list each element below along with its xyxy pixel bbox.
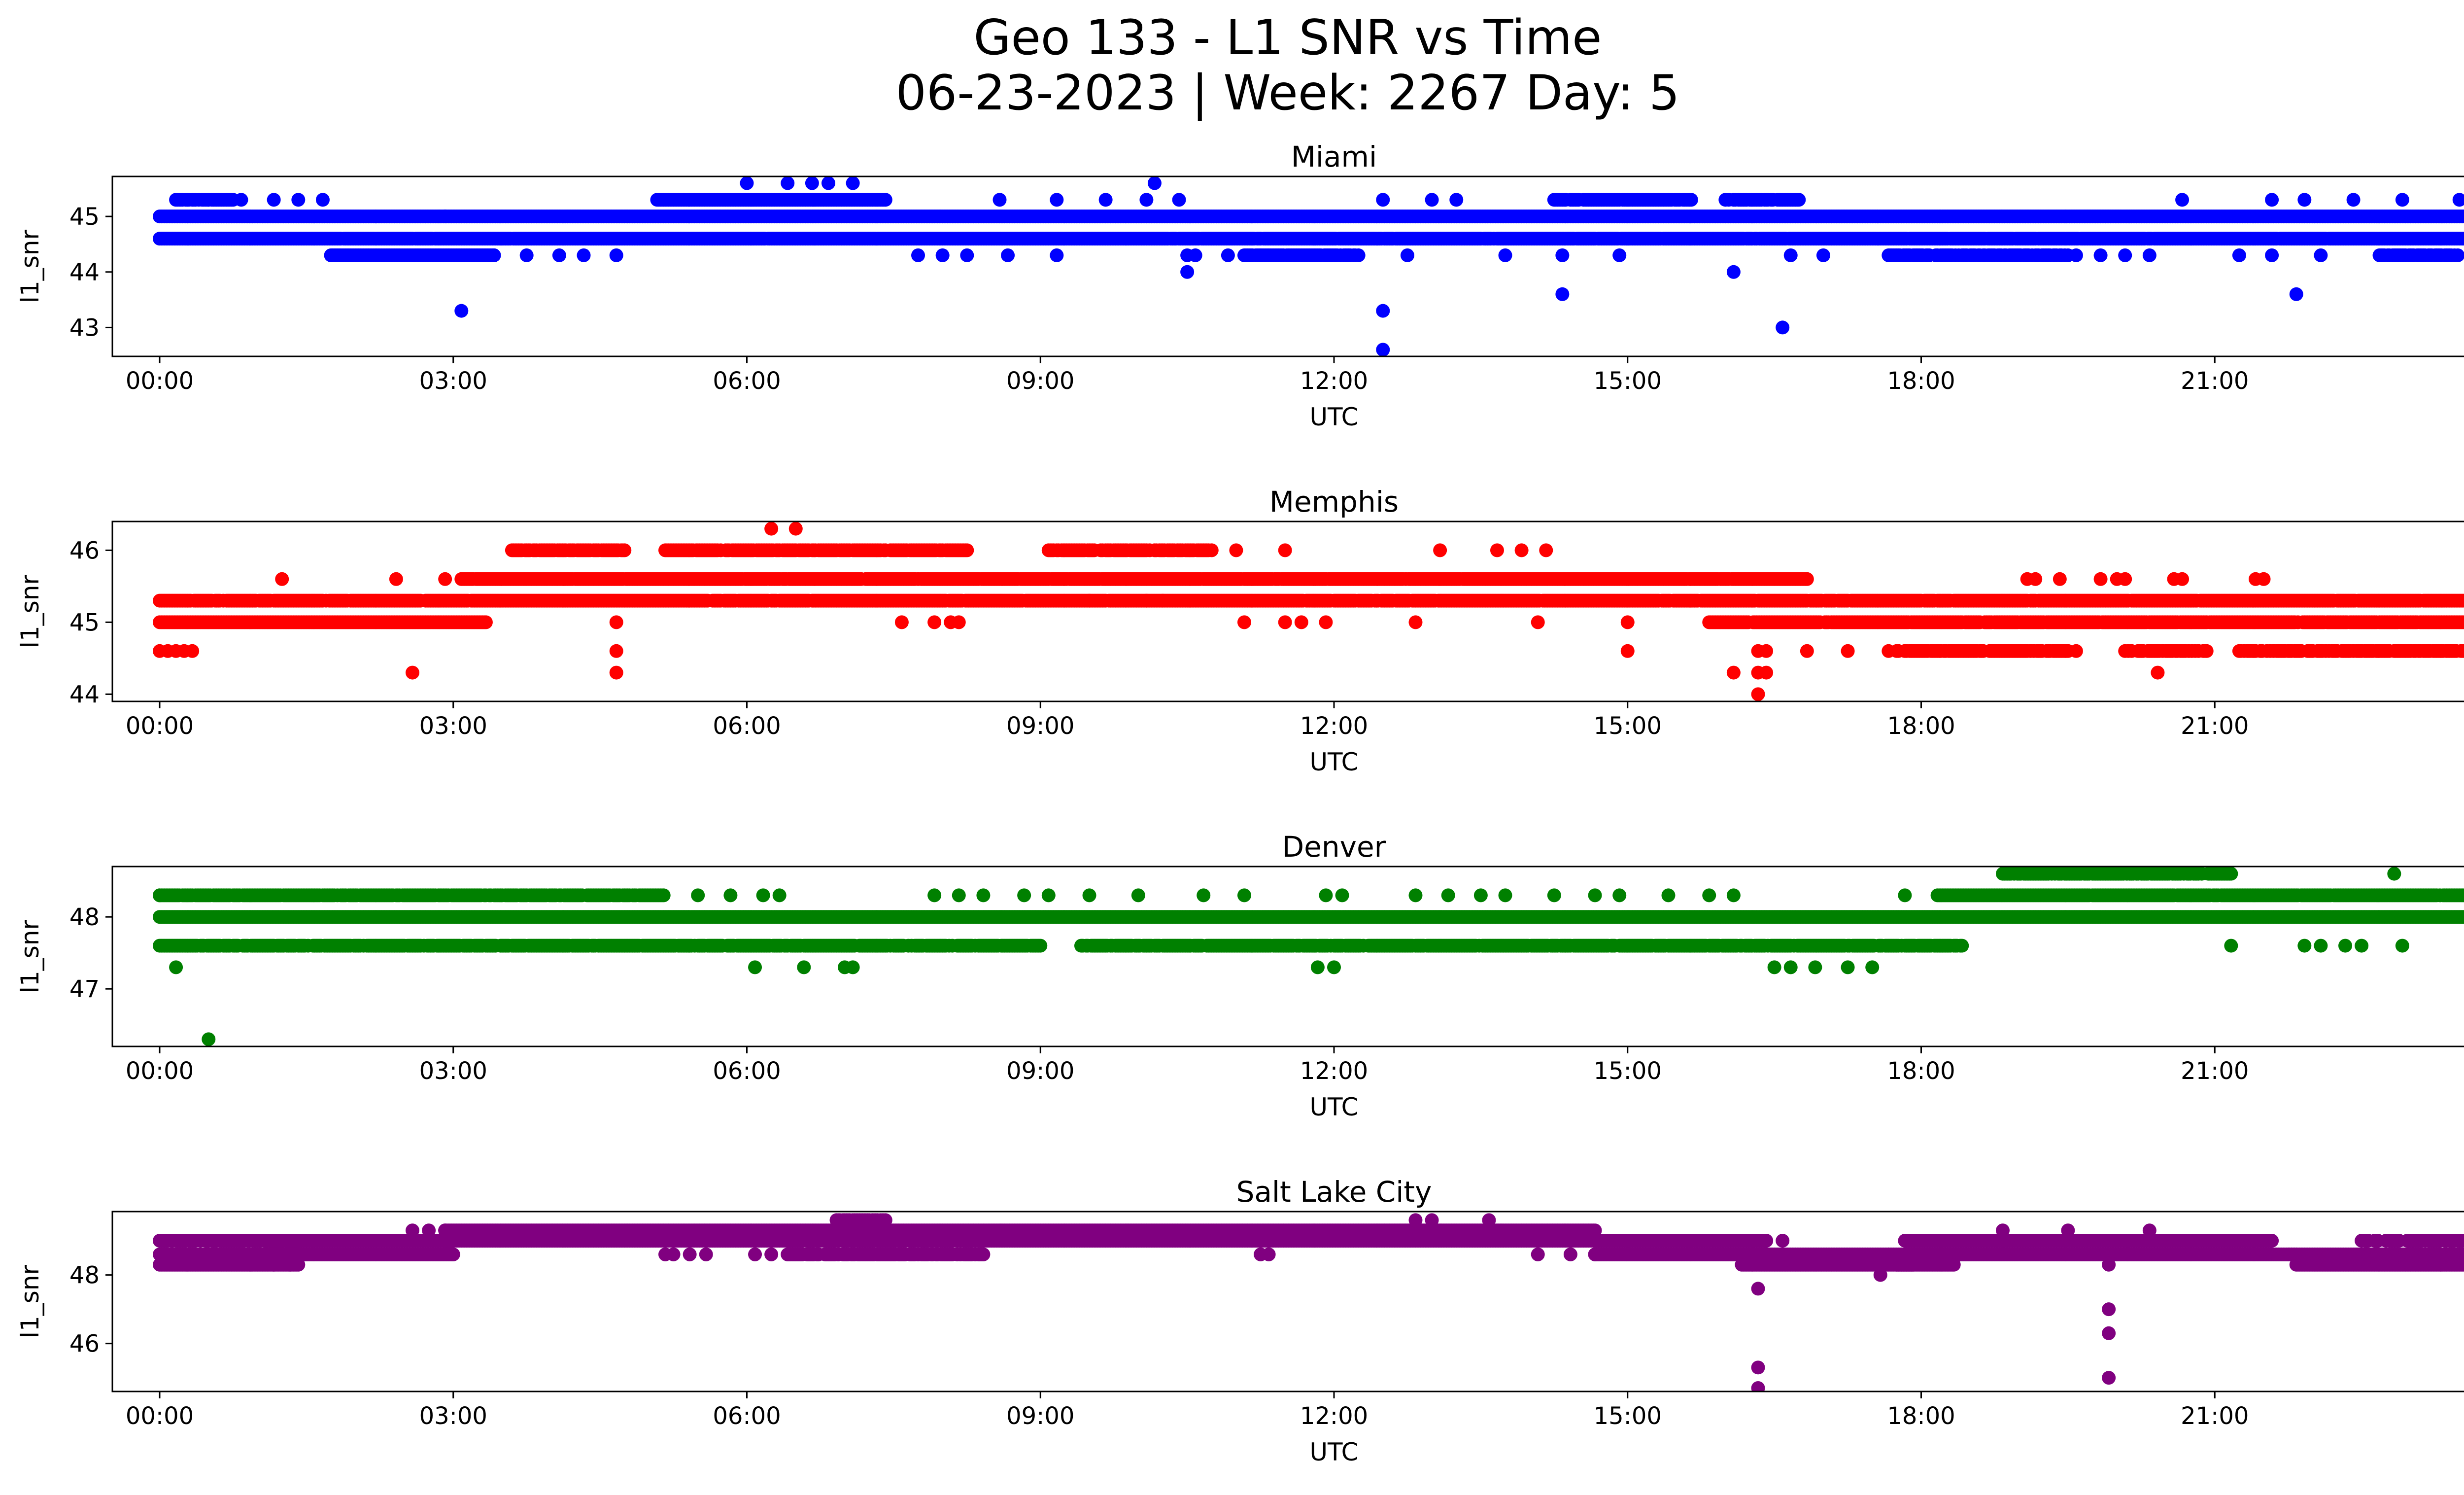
miami-point [878, 193, 892, 207]
miami-point [1776, 320, 1790, 335]
miami-point [1050, 248, 1064, 262]
miami-axes-frame [111, 175, 2464, 357]
miami-point [1376, 304, 1390, 318]
miami-point [1001, 248, 1015, 262]
miami-y-tick-label: 45 [69, 203, 100, 231]
miami-point [2462, 211, 2464, 221]
miami-point [2093, 248, 2108, 262]
miami-point [577, 248, 591, 262]
miami-point [1139, 193, 1154, 207]
miami-point [1726, 265, 1741, 279]
miami-scatter-series [152, 176, 2464, 356]
miami-point [1180, 265, 1195, 279]
miami-point [1555, 287, 1570, 301]
figure-title-line1: Geo 133 - L1 SNR vs Time [973, 10, 1602, 66]
miami-point [1498, 248, 1512, 262]
miami-point [202, 193, 216, 207]
miami-point [960, 248, 974, 262]
miami-point [2265, 248, 2279, 262]
miami-point [1221, 248, 1235, 262]
miami-x-tick-label: 15:00 [1594, 367, 1662, 395]
miami-point [454, 304, 469, 318]
miami-point [1376, 193, 1390, 207]
miami-point [1555, 248, 1570, 262]
miami-point [315, 193, 330, 207]
miami-y-axis-label: l1_snr [16, 230, 44, 303]
miami-point [911, 248, 925, 262]
miami-point [1449, 193, 1464, 207]
miami-point [552, 248, 566, 262]
miami-point [1792, 193, 1806, 207]
miami-point [2069, 248, 2083, 262]
miami-x-tick-label: 03:00 [419, 367, 487, 395]
miami-x-axis-label: UTC [1309, 403, 1358, 431]
miami-point [1098, 193, 1113, 207]
miami-x-tick-label: 00:00 [126, 367, 194, 395]
miami-title: Miami [1291, 140, 1377, 174]
miami-point [781, 176, 795, 190]
miami-point [2175, 193, 2190, 207]
miami-point [2346, 193, 2361, 207]
miami-point [2395, 193, 2409, 207]
miami-point [1783, 248, 1798, 262]
miami-point [1400, 248, 1414, 262]
miami-x-tick-label: 18:00 [1887, 367, 1955, 395]
miami-point [805, 176, 819, 190]
memphis-title: Memphis [1269, 485, 1399, 519]
miami-point [1376, 343, 1390, 356]
miami-y-tick-label: 43 [69, 314, 100, 342]
miami-point [291, 193, 306, 207]
miami-point [487, 248, 501, 262]
miami-point [1147, 176, 1162, 190]
figure-title-line2: 06-23-2023 | Week: 2267 Day: 5 [895, 65, 1680, 121]
miami-point [519, 248, 534, 262]
miami-point [1254, 248, 1268, 262]
miami-point [1172, 193, 1186, 207]
miami-point [1816, 248, 1830, 262]
miami-point [1612, 248, 1627, 262]
miami-point [2265, 193, 2279, 207]
miami-point [992, 193, 1007, 207]
miami-y-tick-label: 44 [69, 259, 100, 286]
miami-x-tick-label: 21:00 [2181, 367, 2249, 395]
miami-point [438, 209, 452, 224]
miami-panel: Miami 00:00 03:00 06:00 09:00 12:00 15:00 18:00… [16, 140, 2464, 431]
miami-point [2452, 193, 2464, 207]
miami-x-tick-label: 12:00 [1300, 367, 1368, 395]
miami-point [2118, 248, 2132, 262]
miami-point [2232, 248, 2246, 262]
miami-point [1425, 193, 1439, 207]
miami-point [1050, 193, 1064, 207]
miami-point [2297, 193, 2312, 207]
miami-point [267, 193, 281, 207]
miami-point [935, 248, 950, 262]
memphis-scatter-series [152, 522, 2464, 701]
miami-point [1684, 193, 1698, 207]
miami-point [2314, 248, 2328, 262]
miami-point [740, 176, 754, 190]
miami-point [1351, 248, 1366, 262]
miami-point [2289, 287, 2303, 301]
miami-point [234, 193, 248, 207]
miami-x-tick-label: 09:00 [1006, 367, 1074, 395]
miami-x-tick-label: 06:00 [713, 367, 781, 395]
miami-point [846, 176, 860, 190]
miami-point [2142, 248, 2156, 262]
miami-point [609, 248, 623, 262]
miami-point [1188, 248, 1202, 262]
miami-point [821, 176, 835, 190]
